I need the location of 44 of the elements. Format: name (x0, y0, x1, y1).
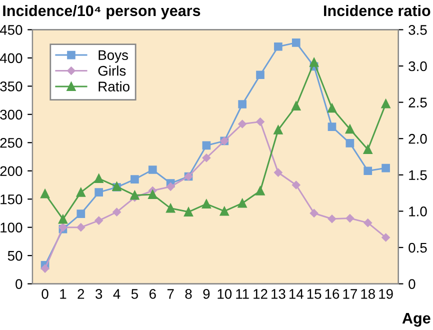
x-tick-label: 4 (113, 289, 120, 299)
x-tick-label: 19 (379, 289, 393, 299)
y-tick-label: 100 (0, 222, 22, 233)
x-tick-label: 3 (96, 289, 102, 299)
x-tick-label: 7 (167, 289, 174, 299)
x-tick-label: 17 (343, 289, 357, 299)
y2-tick-label: 1.0 (409, 206, 427, 216)
legend-label: Girls (98, 66, 126, 76)
y2-tick-label: 3.0 (408, 61, 427, 72)
x-tick-label: 16 (325, 289, 340, 299)
y-tick-label: 400 (0, 53, 22, 64)
y2-tick-label: 0.5 (408, 242, 427, 253)
y2-tick-label: 3.5 (408, 25, 427, 35)
legend-label: Boys (98, 50, 128, 63)
x-tick-label: 0 (42, 289, 48, 299)
y-tick-label: 250 (0, 138, 22, 148)
y-tick-label: 200 (0, 166, 22, 176)
y2-tick-label: 1.5 (409, 170, 427, 180)
x-tick-label: 13 (272, 289, 286, 299)
x-tick-label: 10 (218, 289, 232, 299)
x-tick-label: 1 (60, 289, 66, 299)
y-tick-label: 450 (0, 25, 22, 35)
x-tick-label: 5 (131, 289, 138, 299)
legend-label: Ratio (98, 81, 130, 92)
x-tick-label: 15 (307, 289, 322, 299)
y2-axis-title: Incidence ratio (324, 4, 430, 16)
x-tick-label: 2 (78, 289, 84, 299)
y-axis-title: Incidence/10⁴ person years (3, 4, 200, 20)
y2-tick-label: 2.0 (408, 134, 427, 144)
y2-tick-label: 2.5 (408, 98, 427, 108)
y2-tick-label: 0 (408, 279, 416, 289)
y-tick-label: 300 (0, 110, 22, 120)
x-axis-title: Age (402, 312, 430, 327)
y-tick-label: 350 (0, 82, 22, 92)
x-tick-label: 8 (185, 289, 192, 299)
x-tick-label: 12 (254, 289, 268, 299)
y-tick-label: 150 (0, 194, 22, 204)
y-tick-label: 0 (16, 279, 22, 289)
x-tick-label: 6 (149, 289, 156, 299)
x-tick-label: 11 (236, 289, 249, 299)
y-tick-label: 50 (8, 250, 22, 261)
x-tick-label: 14 (289, 289, 304, 299)
x-tick-label: 9 (203, 289, 210, 299)
x-tick-label: 18 (361, 289, 375, 299)
